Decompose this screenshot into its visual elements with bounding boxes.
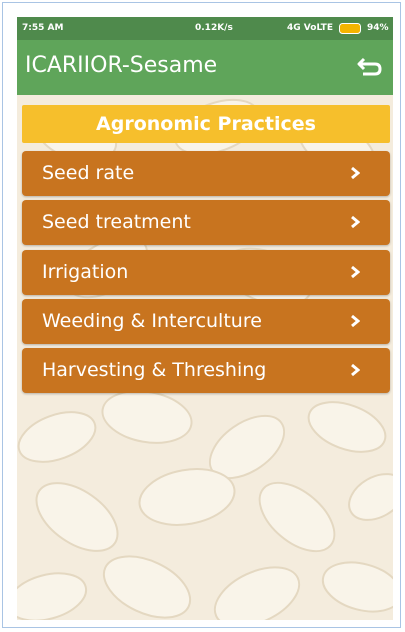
chevron-icon: [350, 314, 360, 328]
battery-icon: [339, 23, 363, 34]
status-time: 7:55 AM: [22, 23, 63, 33]
app-bar: ICARIIOR-Sesame: [17, 40, 393, 95]
back-button[interactable]: [357, 55, 383, 79]
menu-item-label: Irrigation: [42, 261, 128, 283]
menu-item[interactable]: Weeding & Interculture: [22, 299, 390, 344]
status-speed: 0.12K/s: [195, 23, 233, 33]
section-header: Agronomic Practices: [22, 105, 390, 143]
status-bar: 7:55 AM 0.12K/s 4G VoLTE 94%: [17, 17, 393, 40]
menu-item[interactable]: Irrigation: [22, 250, 390, 295]
status-battery: 94%: [367, 23, 389, 33]
menu-item-label: Seed rate: [42, 162, 134, 184]
menu-item[interactable]: Seed treatment: [22, 200, 390, 245]
menu-item-label: Harvesting & Threshing: [42, 359, 266, 381]
menu-item-label: Seed treatment: [42, 211, 191, 233]
chevron-icon: [350, 166, 360, 180]
menu-item[interactable]: Seed rate: [22, 151, 390, 196]
menu-item[interactable]: Harvesting & Threshing: [22, 348, 390, 393]
menu-item-label: Weeding & Interculture: [42, 310, 262, 332]
page: 7:55 AM 0.12K/s 4G VoLTE 94% ICARIIOR-Se…: [0, 0, 405, 632]
chevron-icon: [350, 363, 360, 377]
chevron-icon: [350, 215, 360, 229]
app-title: ICARIIOR-Sesame: [25, 53, 217, 78]
status-network: 4G VoLTE: [287, 23, 333, 33]
phone-screen: 7:55 AM 0.12K/s 4G VoLTE 94% ICARIIOR-Se…: [17, 17, 393, 620]
chevron-icon: [350, 265, 360, 279]
